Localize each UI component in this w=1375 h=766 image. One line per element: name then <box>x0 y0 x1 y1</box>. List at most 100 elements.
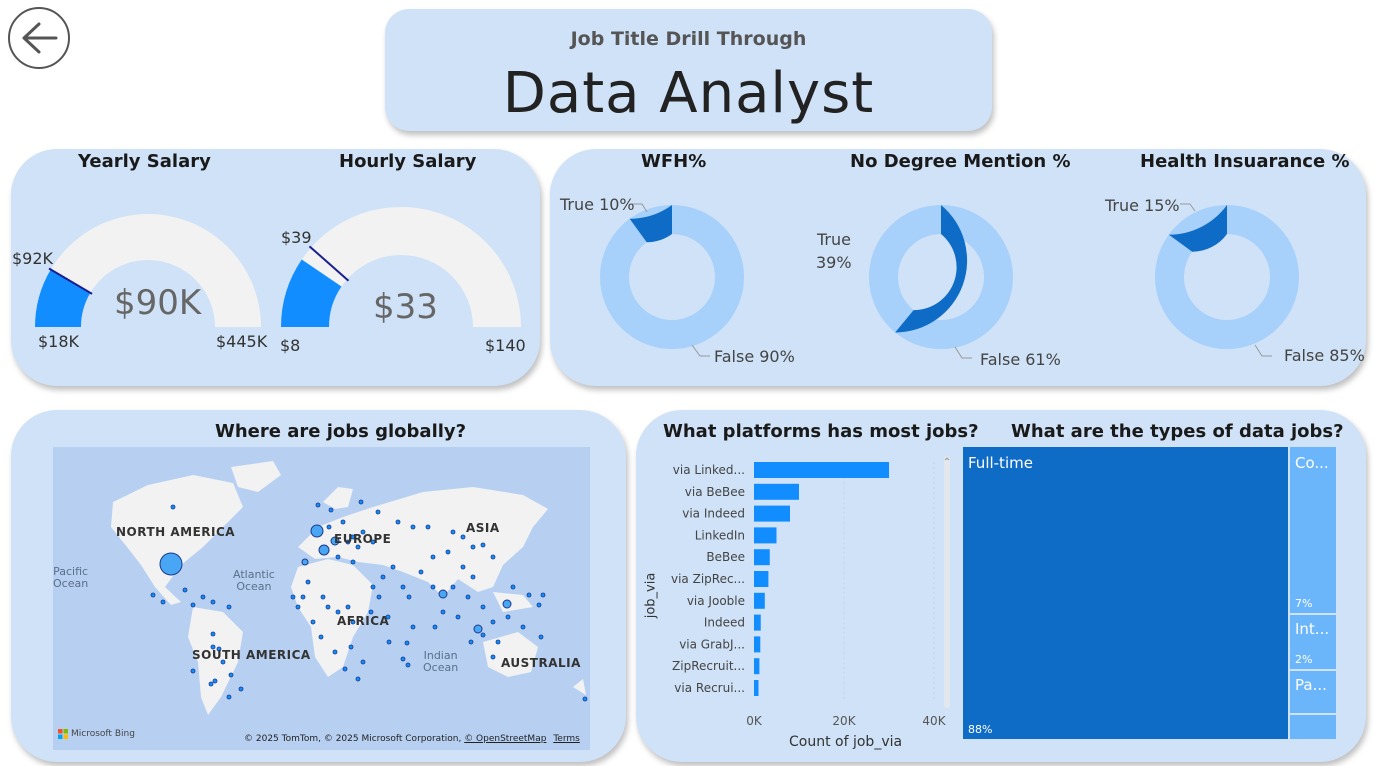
job-location-bubble <box>301 558 309 566</box>
job-location-bubble <box>350 619 356 625</box>
job-location-bubble <box>355 544 361 550</box>
job-location-bubble <box>390 564 396 570</box>
bing-label: Microsoft Bing <box>71 729 135 739</box>
treemap-tile-full-time[interactable]: Full-time 88% <box>963 447 1288 739</box>
platforms-scrollbar[interactable] <box>944 456 950 708</box>
job-location-bubble <box>480 632 486 638</box>
job-location-bubble <box>450 584 456 590</box>
job-location-bubble <box>460 564 466 570</box>
job-location-bubble <box>432 624 438 630</box>
platform-bar-label: via Recrui... <box>674 681 745 695</box>
job-location-bubble <box>440 609 446 615</box>
health-false-label: False 85% <box>1284 346 1365 365</box>
job-location-bubble <box>510 584 516 590</box>
job-location-bubble <box>345 604 351 610</box>
platforms-panel: What platforms has most jobs? What are t… <box>636 410 1366 762</box>
treemap-label-full-time: Full-time <box>968 454 1033 472</box>
job-location-bubble <box>340 519 346 525</box>
job-location-bubble <box>468 639 474 645</box>
job-location-bubble <box>505 614 511 620</box>
page-subtitle: Job Title Drill Through <box>570 28 807 50</box>
job-location-bubble <box>360 529 366 535</box>
job-location-bubble <box>360 659 366 665</box>
treemap-tile-other[interactable] <box>1290 715 1336 739</box>
hourly-salary-gauge[interactable] <box>277 205 525 335</box>
map-label-south-america: SOUTH AMERICA <box>192 648 311 662</box>
job-location-bubble <box>315 502 321 508</box>
platforms-title: What platforms has most jobs? <box>663 421 979 442</box>
platform-bar-label: via Jooble <box>687 594 745 608</box>
treemap-tile-part-time[interactable]: Pa... <box>1290 671 1336 713</box>
job-location-bubble <box>368 609 374 615</box>
job-location-bubble <box>238 686 244 692</box>
treemap-tile-contractor[interactable]: Co... 7% <box>1290 447 1336 613</box>
job-location-bubble <box>170 504 176 510</box>
no-degree-donut[interactable] <box>868 204 1014 350</box>
osm-link[interactable]: © OpenStreetMap <box>464 734 547 744</box>
job-location-bubble <box>418 569 424 575</box>
job-types-treemap: Full-time 88% Co... 7% Int... 2% Pa... <box>963 447 1336 739</box>
salary-panel: Yearly Salary Hourly Salary $90K $33 $92… <box>11 149 540 386</box>
job-location-bubble <box>400 656 406 662</box>
scroll-up-icon[interactable] <box>944 456 950 462</box>
hourly-salary-title: Hourly Salary <box>339 151 477 172</box>
treemap-label-internship: Int... <box>1295 620 1330 638</box>
platform-bar-label: LinkedIn <box>695 528 745 542</box>
job-location-bubble <box>370 584 376 590</box>
job-location-bubbles[interactable] <box>53 447 590 750</box>
map-label-africa: AFRICA <box>337 614 390 628</box>
job-location-bubble <box>190 668 196 674</box>
map-label-pacific: Pacific Ocean <box>53 566 88 590</box>
percent-panel: WFH% No Degree Mention % Health Insuaran… <box>550 149 1366 386</box>
no-degree-true-pct: 39% <box>816 253 852 272</box>
platform-bar-label: via Linked... <box>673 463 745 477</box>
job-location-bubble <box>300 594 306 600</box>
job-location-bubble <box>335 609 341 615</box>
job-types-title: What are the types of data jobs? <box>1011 421 1344 442</box>
yearly-salary-gauge[interactable] <box>33 205 263 335</box>
job-location-bubble <box>290 594 296 600</box>
platforms-bar-chart: 0K 20K 40K via Linked... via BeBee via Indeed… <box>671 462 947 728</box>
job-location-bubble <box>220 659 226 665</box>
wfh-donut[interactable] <box>599 204 745 350</box>
health-true-label: True 15% <box>1105 196 1180 215</box>
map-attribution: © 2025 TomTom, © 2025 Microsoft Corporat… <box>244 734 580 744</box>
platform-bar <box>754 658 760 675</box>
job-location-bubble <box>410 524 416 530</box>
platform-bar <box>754 614 761 631</box>
hourly-salary-target: $39 <box>281 228 312 247</box>
job-location-bubble <box>310 524 324 538</box>
treemap-tile-internship[interactable]: Int... 2% <box>1290 615 1336 669</box>
platform-bar <box>754 549 770 566</box>
yearly-salary-title: Yearly Salary <box>78 151 211 172</box>
hourly-salary-value: $33 <box>373 287 438 327</box>
health-insurance-title: Health Insuarance % <box>1140 151 1350 172</box>
donut-true-slice <box>895 205 968 333</box>
attribution-text: © 2025 TomTom, © 2025 Microsoft Corporat… <box>244 734 462 744</box>
job-location-bubble <box>406 594 412 600</box>
job-location-bubble <box>210 599 216 605</box>
job-location-bubble <box>395 519 401 525</box>
yearly-salary-min: $18K <box>38 332 80 351</box>
job-location-bubble <box>410 624 416 630</box>
map-label-indian: Indian Ocean <box>423 650 458 674</box>
map-label-atlantic-1: Atlantic <box>233 568 275 581</box>
platform-bar <box>754 680 759 696</box>
job-location-bubble <box>200 594 206 600</box>
terms-link[interactable]: Terms <box>553 734 580 744</box>
map-label-europe: EUROPE <box>334 532 392 546</box>
job-location-bubble <box>490 619 496 625</box>
job-location-bubble <box>150 592 156 598</box>
job-location-bubble <box>208 681 214 687</box>
job-location-bubble <box>328 507 334 513</box>
job-location-bubble <box>335 554 341 560</box>
health-insurance-donut[interactable] <box>1154 204 1300 350</box>
job-location-bubble <box>460 534 466 540</box>
yearly-salary-value: $90K <box>114 283 202 323</box>
job-location-bubble <box>470 574 476 580</box>
map-label-australia: AUSTRALIA <box>501 656 581 670</box>
world-map[interactable]: NORTH AMERICA EUROPE ASIA AFRICA SOUTH A… <box>53 447 590 750</box>
job-location-bubble <box>376 594 382 600</box>
back-button[interactable] <box>8 7 70 69</box>
arrow-left-icon <box>22 22 58 54</box>
